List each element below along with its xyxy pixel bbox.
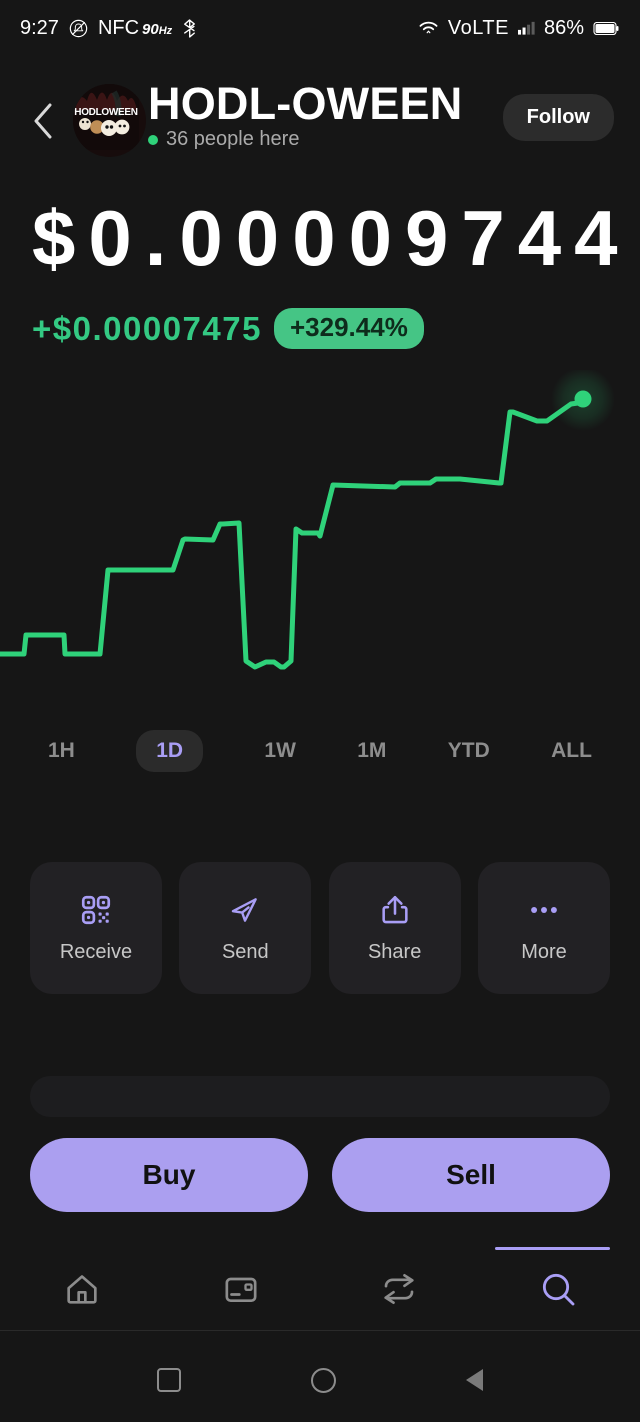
svg-text:HODLOWEEN: HODLOWEEN — [74, 107, 137, 118]
